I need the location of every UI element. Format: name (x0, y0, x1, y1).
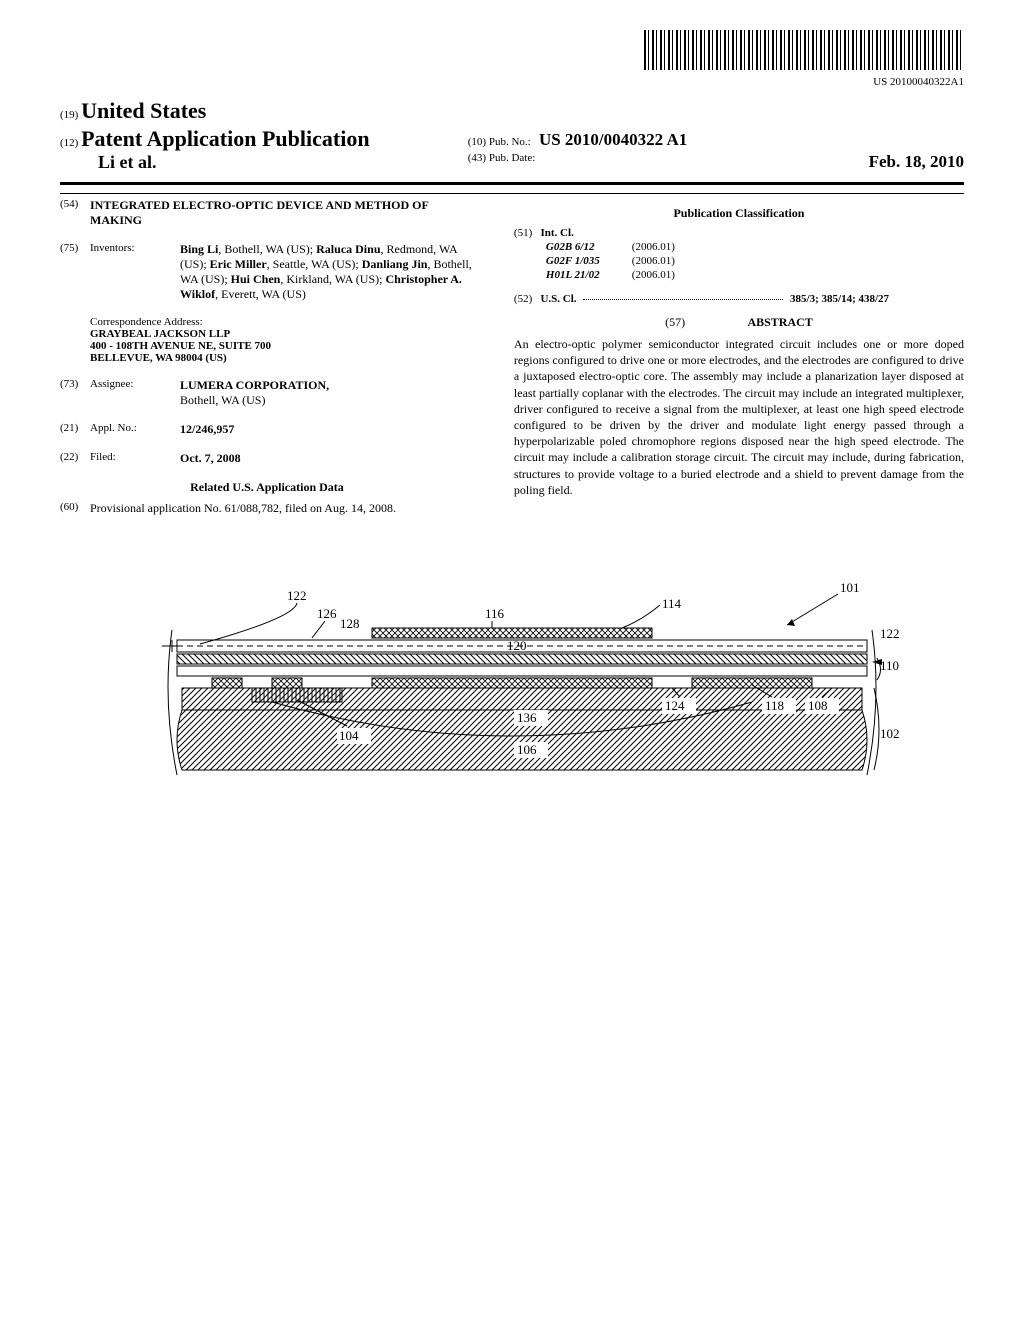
divider-top-thin (60, 193, 964, 194)
pub-class-title: Publication Classification (514, 206, 964, 221)
barcode-area: US 20100040322A1 (60, 30, 964, 88)
figure-area: 122 126 128 116 120 114 101 122 110 102 … (60, 570, 964, 804)
us-cl-label: U.S. Cl. (540, 293, 576, 305)
code-75: (75) (60, 242, 90, 302)
fig-lbl-114: 114 (662, 596, 682, 611)
fig-lbl-101: 101 (840, 580, 860, 595)
correspondence-block: Correspondence Address: GRAYBEAL JACKSON… (90, 316, 474, 364)
appl-no: 12/246,957 (180, 422, 234, 436)
pub-no-label: Pub. No.: (489, 136, 531, 148)
filed-date: Oct. 7, 2008 (180, 451, 241, 465)
correspondence-label: Correspondence Address: (90, 316, 474, 328)
fig-lbl-102: 102 (880, 726, 900, 741)
country-name: United States (81, 98, 206, 123)
int-cl-year: (2006.01) (632, 269, 705, 281)
int-cl-table: G02B 6/12(2006.01)G02F 1/035(2006.01)H01… (544, 239, 707, 283)
int-cl-year: (2006.01) (632, 255, 705, 267)
code-57: (57) (665, 315, 685, 330)
fig-lbl-106: 106 (517, 742, 537, 757)
pub-date-label: Pub. Date: (489, 152, 535, 164)
barcode-graphic (644, 30, 964, 70)
right-column: Publication Classification (51) Int. Cl.… (494, 198, 964, 530)
fig-lbl-104: 104 (339, 728, 359, 743)
appl-no-value: 12/246,957 (180, 422, 474, 437)
patent-figure: 122 126 128 116 120 114 101 122 110 102 … (122, 570, 902, 800)
pub-date-line: (43) Pub. Date: Feb. 18, 2010 (468, 152, 964, 172)
dotted-sep (583, 299, 783, 300)
pub-no: US 2010/0040322 A1 (539, 130, 687, 149)
fig-lbl-124: 124 (665, 698, 685, 713)
int-cl-code: H01L 21/02 (546, 269, 630, 281)
code-10: (10) (468, 136, 486, 148)
code-51: (51) (514, 227, 532, 239)
code-22: (22) (60, 451, 90, 466)
authors-short: Li et al. (60, 152, 458, 173)
assignee-name: LUMERA CORPORATION, (180, 378, 329, 392)
int-cl-label: Int. Cl. (540, 227, 573, 239)
int-cl-block: (51) Int. Cl. G02B 6/12(2006.01)G02F 1/0… (514, 227, 964, 283)
correspondence-firm: GRAYBEAL JACKSON LLP (90, 328, 474, 340)
provisional-text: Provisional application No. 61/088,782, … (90, 501, 474, 516)
code-21: (21) (60, 422, 90, 437)
code-43: (43) (468, 152, 486, 164)
pub-no-line: (10) Pub. No.: US 2010/0040322 A1 (468, 130, 964, 150)
fig-lbl-108: 108 (808, 698, 828, 713)
fig-lbl-120: 120 (507, 638, 527, 653)
pub-type-line: (12) Patent Application Publication (60, 126, 458, 152)
assignee-value: LUMERA CORPORATION, Bothell, WA (US) (180, 378, 474, 408)
code-73: (73) (60, 378, 90, 408)
left-column: (54) INTEGRATED ELECTRO-OPTIC DEVICE AND… (60, 198, 494, 530)
inventors-label: Inventors: (90, 242, 180, 302)
int-cl-code: G02F 1/035 (546, 255, 630, 267)
code-52: (52) (514, 293, 532, 305)
us-cl-line: (52) U.S. Cl. 385/3; 385/14; 438/27 (514, 293, 964, 305)
fig-lbl-118: 118 (765, 698, 784, 713)
fig-lbl-126: 126 (317, 606, 337, 621)
header-section: (19) United States (12) Patent Applicati… (60, 98, 964, 174)
title-row: (54) INTEGRATED ELECTRO-OPTIC DEVICE AND… (60, 198, 474, 228)
correspondence-addr1: 400 - 108TH AVENUE NE, SUITE 700 (90, 340, 474, 352)
provisional-row: (60) Provisional application No. 61/088,… (60, 501, 474, 516)
patent-title: INTEGRATED ELECTRO-OPTIC DEVICE AND METH… (90, 198, 474, 228)
code-54: (54) (60, 198, 90, 228)
inventors-row: (75) Inventors: Bing Li, Bothell, WA (US… (60, 242, 474, 302)
country-line: (19) United States (60, 98, 458, 124)
appl-no-row: (21) Appl. No.: 12/246,957 (60, 422, 474, 437)
abstract-text: An electro-optic polymer semiconductor i… (514, 336, 964, 498)
barcode-label: US 20100040322A1 (60, 76, 964, 88)
code-19: (19) (60, 109, 78, 121)
fig-lbl-136: 136 (517, 710, 537, 725)
assignee-loc: Bothell, WA (US) (180, 393, 265, 407)
header-right: (10) Pub. No.: US 2010/0040322 A1 (43) P… (458, 98, 964, 174)
fig-lbl-110: 110 (880, 658, 899, 673)
appl-no-label: Appl. No.: (90, 422, 180, 437)
main-columns: (54) INTEGRATED ELECTRO-OPTIC DEVICE AND… (60, 198, 964, 530)
fig-lbl-122a: 122 (287, 588, 307, 603)
abstract-header: (57) ABSTRACT (514, 315, 964, 330)
int-cl-year: (2006.01) (632, 241, 705, 253)
assignee-row: (73) Assignee: LUMERA CORPORATION, Bothe… (60, 378, 474, 408)
filed-value: Oct. 7, 2008 (180, 451, 474, 466)
divider-top-thick (60, 182, 964, 185)
related-app-title: Related U.S. Application Data (60, 480, 474, 495)
pub-date: Feb. 18, 2010 (869, 152, 964, 172)
code-60: (60) (60, 501, 90, 516)
fig-lbl-122b: 122 (880, 626, 900, 641)
filed-label: Filed: (90, 451, 180, 466)
header-left: (19) United States (12) Patent Applicati… (60, 98, 458, 174)
assignee-label: Assignee: (90, 378, 180, 408)
us-cl-value: 385/3; 385/14; 438/27 (790, 293, 889, 305)
fig-lbl-128: 128 (340, 616, 360, 631)
int-cl-code: G02B 6/12 (546, 241, 630, 253)
pub-type: Patent Application Publication (81, 126, 369, 151)
abstract-title: ABSTRACT (747, 315, 812, 329)
correspondence-addr2: BELLEVUE, WA 98004 (US) (90, 352, 474, 364)
fig-lbl-116: 116 (485, 606, 505, 621)
inventors-value: Bing Li, Bothell, WA (US); Raluca Dinu, … (180, 242, 474, 302)
filed-row: (22) Filed: Oct. 7, 2008 (60, 451, 474, 466)
code-12: (12) (60, 137, 78, 149)
